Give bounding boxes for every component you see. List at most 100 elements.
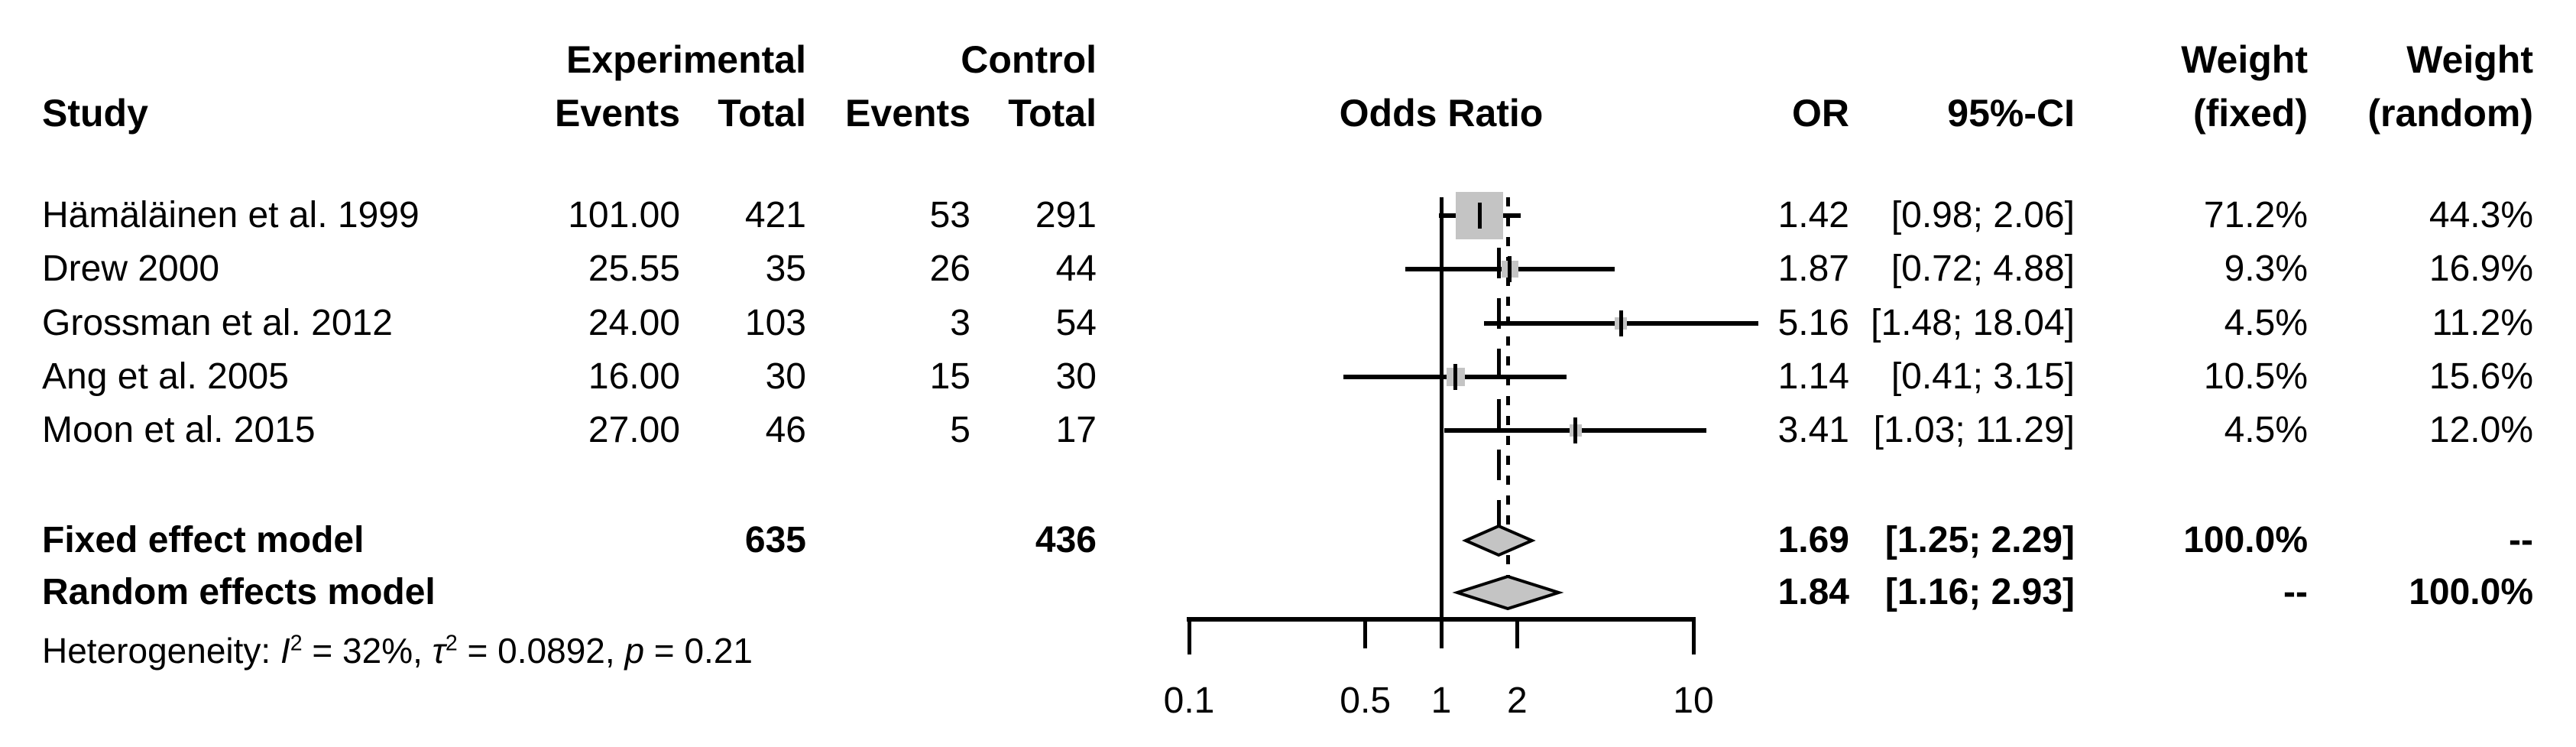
or-value: 5.16 — [1777, 302, 1849, 343]
heterogeneity-text-part: = 0.21 — [644, 631, 753, 671]
header-group-control: Control — [961, 38, 1097, 81]
x-axis-tick — [1439, 619, 1444, 648]
header-or: OR — [1792, 92, 1849, 135]
x-axis-tick-label: 0.5 — [1340, 680, 1392, 721]
study-label: Ang et al. 2005 — [42, 356, 289, 397]
weight-fixed-value: 10.5% — [2203, 356, 2308, 397]
heterogeneity-text-part: Heterogeneity: — [42, 631, 280, 671]
total-control-value: 30 — [1055, 356, 1097, 397]
header-weight-random: Weight — [2406, 38, 2533, 81]
heterogeneity-text-part: p — [624, 631, 645, 671]
superscript-2: 2 — [445, 631, 458, 656]
events-control-value: 3 — [950, 302, 970, 343]
x-axis-tick — [1515, 619, 1519, 648]
heterogeneity-note: Heterogeneity: I2 = 32%, τ2 = 0.0892, p … — [42, 627, 753, 674]
weight-random-value: 16.9% — [2429, 248, 2533, 290]
events-control-value: 15 — [929, 356, 970, 397]
fixed-effect-diamond — [1461, 524, 1536, 557]
weight-random-value: 12.0% — [2429, 410, 2533, 451]
study-label: Moon et al. 2015 — [42, 410, 316, 451]
random-effects-dotted-line — [1505, 197, 1510, 576]
total-experimental-value: 421 — [744, 195, 806, 235]
weight-random-value: 44.3% — [2429, 195, 2533, 235]
x-axis-tick-label: 2 — [1506, 680, 1528, 721]
summary-weight-fixed-value: 100.0% — [2183, 520, 2308, 560]
x-axis-tick-label: 10 — [1673, 680, 1714, 721]
study-label: Drew 2000 — [42, 248, 220, 290]
summary-weight-random-value: -- — [2509, 520, 2533, 560]
header-weight-fixed: Weight — [2181, 38, 2308, 81]
point-estimate-tick — [1508, 256, 1512, 283]
superscript-2: 2 — [290, 631, 303, 656]
summary-ci-value: [1.25; 2.29] — [1884, 520, 2075, 560]
header-study: Study — [42, 92, 148, 135]
random-effects-diamond — [1452, 574, 1564, 611]
weight-fixed-value: 4.5% — [2224, 302, 2308, 343]
events-control-value: 5 — [950, 410, 970, 451]
weight-fixed-value: 71.2% — [2203, 195, 2308, 235]
summary-or-value: 1.84 — [1777, 572, 1849, 612]
fixed-effect-dashed-line — [1496, 197, 1501, 526]
events-control-value: 53 — [929, 195, 970, 235]
header-total-ctl: Total — [1008, 92, 1097, 135]
header-weight-random-sub: (random) — [2367, 92, 2533, 135]
point-estimate-tick — [1453, 363, 1458, 390]
events-experimental-value: 24.00 — [588, 302, 680, 343]
study-label: Grossman et al. 2012 — [42, 302, 393, 343]
reference-line-or1 — [1439, 197, 1444, 619]
header-total-exp: Total — [718, 92, 806, 135]
or-value: 1.14 — [1777, 356, 1849, 397]
summary-ci-value: [1.16; 2.93] — [1884, 572, 2075, 612]
heterogeneity-text-part: = 0.0892, — [457, 631, 625, 671]
summary-total-control: 436 — [1035, 520, 1097, 560]
summary-or-value: 1.69 — [1777, 520, 1849, 560]
summary-total-experimental: 635 — [744, 520, 806, 560]
or-value: 3.41 — [1777, 410, 1849, 451]
total-control-value: 44 — [1055, 248, 1097, 290]
point-estimate-tick — [1619, 310, 1623, 336]
summary-weight-random-value: 100.0% — [2409, 572, 2533, 612]
weight-random-value: 15.6% — [2429, 356, 2533, 397]
summary-label: Random effects model — [42, 572, 436, 612]
events-experimental-value: 16.00 — [588, 356, 680, 397]
or-value: 1.87 — [1777, 248, 1849, 290]
heterogeneity-text-part: τ — [432, 631, 446, 671]
total-control-value: 17 — [1055, 410, 1097, 451]
weight-fixed-value: 4.5% — [2224, 410, 2308, 451]
point-estimate-tick — [1477, 203, 1482, 229]
ci-value: [1.48; 18.04] — [1871, 302, 2075, 343]
x-axis-tick-label: 1 — [1431, 680, 1452, 721]
or-value: 1.42 — [1777, 195, 1849, 235]
events-experimental-value: 25.55 — [588, 248, 680, 290]
study-label: Hämäläinen et al. 1999 — [42, 195, 420, 235]
weight-random-value: 11.2% — [2432, 302, 2533, 343]
x-axis-tick — [1363, 619, 1368, 648]
summary-label: Fixed effect model — [42, 520, 365, 560]
header-odds-ratio: Odds Ratio — [1339, 92, 1544, 135]
x-axis-tick — [1691, 619, 1696, 654]
ci-value: [0.98; 2.06] — [1891, 195, 2075, 235]
header-events-ctl: Events — [845, 92, 970, 135]
heterogeneity-text-part: = 32%, — [302, 631, 433, 671]
heterogeneity-text-part: I — [280, 631, 290, 671]
total-experimental-value: 103 — [744, 302, 806, 343]
total-experimental-value: 30 — [765, 356, 806, 397]
events-experimental-value: 27.00 — [588, 410, 680, 451]
total-experimental-value: 35 — [765, 248, 806, 290]
ci-value: [0.41; 3.15] — [1891, 356, 2075, 397]
point-estimate-tick — [1573, 417, 1578, 444]
total-control-value: 291 — [1035, 195, 1097, 235]
ci-value: [0.72; 4.88] — [1891, 248, 2075, 290]
total-experimental-value: 46 — [765, 410, 806, 451]
events-control-value: 26 — [929, 248, 970, 290]
weight-fixed-value: 9.3% — [2224, 248, 2308, 290]
summary-weight-fixed-value: -- — [2283, 572, 2308, 612]
total-control-value: 54 — [1055, 302, 1097, 343]
events-experimental-value: 101.00 — [568, 195, 680, 235]
header-ci: 95%-CI — [1947, 92, 2075, 135]
header-weight-fixed-sub: (fixed) — [2193, 92, 2308, 135]
x-axis-tick-label: 0.1 — [1163, 680, 1215, 721]
x-axis-tick — [1187, 619, 1191, 654]
header-events-exp: Events — [555, 92, 680, 135]
